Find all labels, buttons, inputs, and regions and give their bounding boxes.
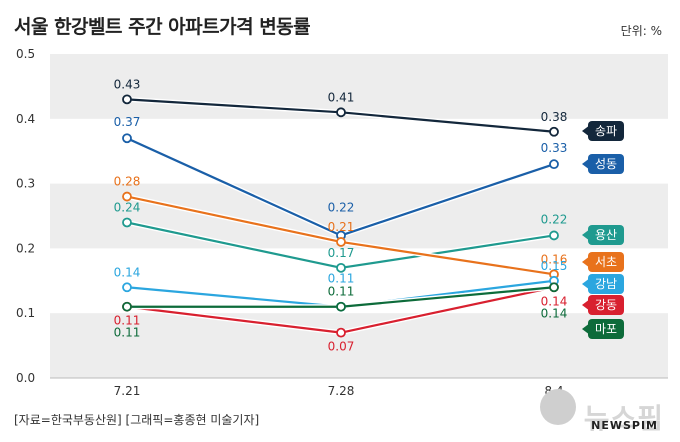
data-point: [336, 237, 346, 247]
series-tag-label: 용산: [595, 228, 617, 242]
series-tag-label: 송파: [595, 124, 617, 138]
series-tag-box: [588, 319, 624, 339]
series-tag-label: 강남: [595, 277, 617, 291]
data-label: 0.17: [328, 246, 355, 260]
data-label: 0.14: [114, 265, 141, 279]
data-point: [549, 159, 559, 170]
data-point: [122, 301, 132, 312]
data-point: [336, 262, 346, 273]
data-labels: 0.43 0.41 0.38 0.37 0.22 0.33 0.24 0.17 0.22 0.28…: [114, 77, 568, 353]
series-tag-label: 서초: [595, 255, 617, 269]
data-point: [549, 230, 559, 241]
data-label: 0.41: [328, 90, 355, 104]
data-point: [122, 94, 132, 105]
data-label: 0.28: [114, 175, 141, 189]
newspim-logo: 뉴스핌 NEWSPIM: [500, 385, 670, 435]
series-tag: 마포: [582, 319, 624, 339]
data-point: [122, 282, 132, 293]
logo-subtext: NEWSPIM: [591, 419, 658, 432]
data-point: [122, 191, 132, 202]
data-point: [122, 133, 132, 144]
x-tick-label: 7.21: [114, 384, 141, 398]
y-tick-label: 0.0: [16, 371, 35, 385]
series-tag-box: [588, 121, 624, 141]
data-label: 0.43: [114, 77, 141, 91]
series-tag-box: [588, 274, 624, 294]
unit-label: 단위: %: [620, 24, 662, 38]
source-note: [자료=한국부동산원] [그래픽=홍종현 미술기자]: [14, 413, 260, 427]
series-tag: 강남: [582, 274, 624, 294]
data-label: 0.22: [328, 200, 355, 214]
grid-band: [50, 54, 668, 119]
series-tag: 송파: [582, 121, 624, 141]
series-tag-label: 마포: [595, 322, 617, 336]
data-label: 0.11: [328, 272, 355, 286]
data-label: 0.22: [541, 212, 568, 226]
logo-mark-icon: [540, 389, 576, 425]
data-point: [549, 126, 559, 137]
y-tick-label: 0.2: [16, 241, 35, 255]
y-tick-label: 0.3: [16, 177, 35, 191]
data-label: 0.21: [328, 220, 355, 234]
series-tag: 서초: [582, 252, 624, 272]
y-tick-label: 0.4: [16, 112, 35, 126]
data-label: 0.11: [114, 326, 141, 340]
data-point: [336, 301, 346, 312]
series-tag-label: 강동: [595, 298, 617, 312]
data-label: 0.37: [114, 115, 141, 129]
x-axis-ticks: 7.217.288.4: [114, 384, 564, 398]
series-tag-box: [588, 252, 624, 272]
series-tag: 성동: [582, 154, 624, 174]
grid-band: [50, 183, 668, 249]
data-point: [336, 107, 346, 118]
data-label: 0.11: [114, 314, 141, 328]
series-tag: 강동: [582, 295, 624, 315]
data-label: 0.16: [541, 252, 568, 266]
data-label: 0.07: [328, 340, 355, 354]
data-label: 0.33: [541, 141, 568, 155]
data-point: [336, 327, 346, 338]
chart-title: 서울 한강벨트 주간 아파트가격 변동률: [14, 16, 311, 38]
series-tag-box: [588, 225, 624, 245]
data-point: [549, 282, 559, 293]
data-label: 0.14: [541, 306, 568, 320]
y-tick-label: 0.1: [16, 306, 35, 320]
grid-bands: [50, 54, 668, 379]
data-label: 0.11: [328, 285, 355, 299]
series-tag-box: [588, 295, 624, 315]
series-tag-label: 성동: [595, 157, 617, 171]
data-label: 0.24: [114, 200, 141, 214]
series-points: [122, 94, 559, 338]
series-tag: 용산: [582, 225, 624, 245]
data-label: 0.38: [541, 110, 568, 124]
x-tick-label: 7.28: [328, 384, 355, 398]
y-axis-ticks: 0.0 0.1 0.2 0.3 0.4 0.5: [16, 47, 35, 385]
data-label: 0.14: [541, 294, 568, 308]
logo-text: 뉴스핌: [583, 402, 664, 435]
data-point: [122, 217, 132, 228]
y-tick-label: 0.5: [16, 47, 35, 61]
data-label: 0.15: [541, 259, 568, 273]
series-tag-box: [588, 154, 624, 174]
grid-band: [50, 313, 668, 378]
